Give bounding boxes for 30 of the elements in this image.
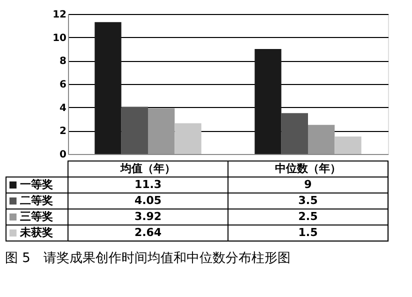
bar bbox=[281, 113, 308, 154]
bar bbox=[334, 136, 362, 154]
data-label: 9 bbox=[304, 178, 312, 191]
bar bbox=[254, 49, 282, 154]
data-label: 2.5 bbox=[298, 210, 318, 223]
y-tick-label: 8 bbox=[60, 56, 67, 68]
y-tick-label: 12 bbox=[52, 10, 67, 20]
bar bbox=[174, 123, 202, 154]
bar bbox=[308, 124, 335, 154]
legend-label: 三等奖 bbox=[20, 210, 53, 223]
x-tick-label: 中位数（年） bbox=[275, 162, 341, 175]
y-tick-label: 0 bbox=[60, 150, 67, 160]
bar bbox=[121, 106, 148, 154]
text: 图 5 请奖成果创作时间均值和中位数分布柱形图 bbox=[5, 251, 290, 266]
y-tick-label: 6 bbox=[60, 80, 67, 90]
data-label: 11.3 bbox=[134, 178, 162, 191]
legend-label: 二等奖 bbox=[20, 194, 53, 207]
data-label: 3.92 bbox=[134, 210, 162, 223]
bar bbox=[94, 22, 122, 154]
bar bbox=[148, 108, 175, 154]
data-label: 1.5 bbox=[298, 226, 318, 239]
y-tick-label: 10 bbox=[52, 32, 67, 44]
data-label: 3.5 bbox=[298, 194, 318, 207]
data-label: 4.05 bbox=[134, 194, 162, 207]
y-tick-label: 2 bbox=[60, 126, 67, 138]
x-tick-label: 均值（年） bbox=[120, 162, 176, 175]
data-label: 2.64 bbox=[134, 226, 162, 239]
y-tick-label: 4 bbox=[60, 102, 67, 114]
legend-label: 未获奖 bbox=[19, 226, 53, 239]
legend-label: 一等奖 bbox=[20, 178, 53, 191]
